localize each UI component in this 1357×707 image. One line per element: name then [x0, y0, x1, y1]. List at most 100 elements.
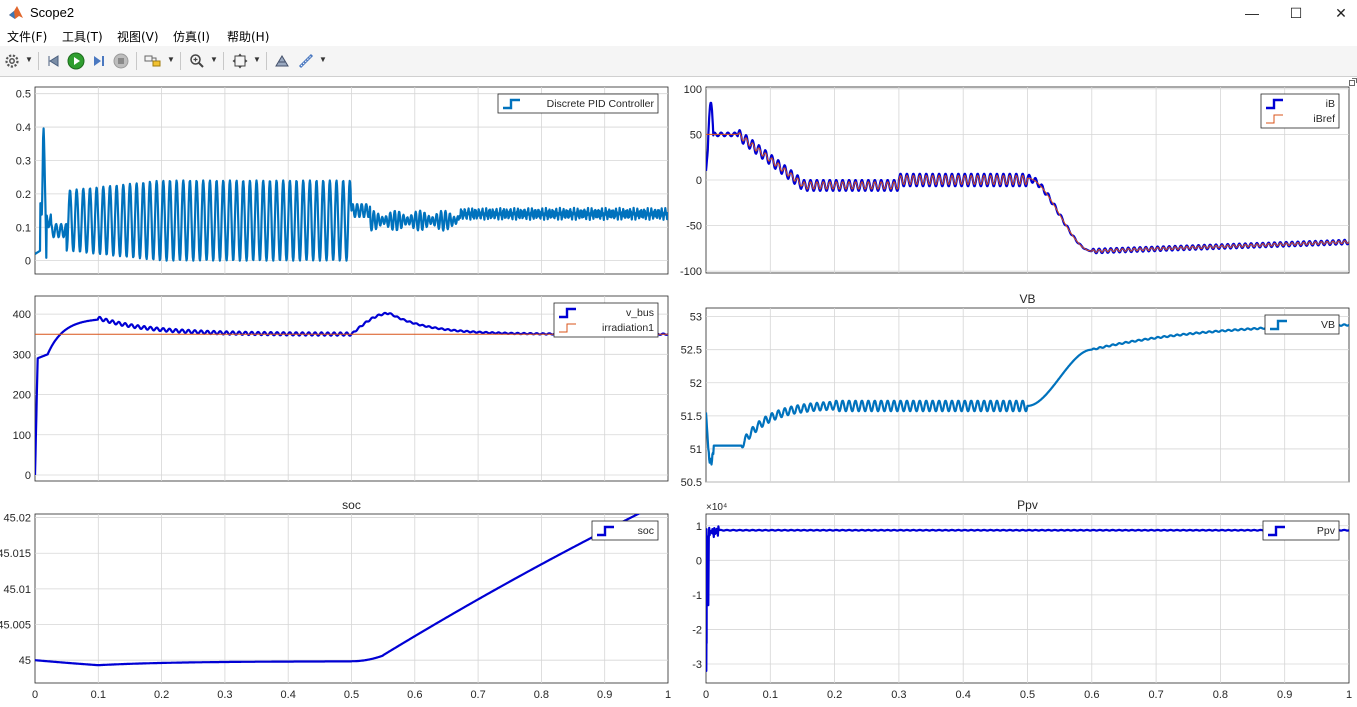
y-tick-label: 200: [13, 390, 31, 402]
x-tick-label: 0: [32, 689, 38, 701]
y-tick-label: -50: [686, 221, 702, 233]
legend-box: [497, 93, 659, 114]
measure-button[interactable]: [296, 51, 316, 71]
legend-box: [1264, 314, 1340, 335]
plot-vb: 53 52.5 52 51.5 51 50.5 VB VB: [681, 292, 1350, 489]
y-tick-label: 300: [13, 349, 31, 361]
settings-dropdown-caret[interactable]: ▼: [25, 55, 33, 64]
x-tick-label: 1: [665, 689, 671, 701]
y-tick-label: 53: [690, 312, 702, 324]
menu-help[interactable]: 帮助(H): [227, 30, 270, 44]
scope-plot-area: 0 0.1 0.2 0.3 0.4 0.5 Discrete PID Controller 1…: [0, 77, 1357, 704]
x-tick-label: 0.1: [91, 689, 106, 701]
undock-icon[interactable]: [1349, 78, 1357, 86]
stop-icon: [113, 53, 129, 69]
zoom-button[interactable]: [187, 51, 207, 71]
maximize-icon: ☐: [1289, 4, 1303, 21]
y-tick-label: -1: [692, 590, 702, 602]
close-icon: ✕: [1335, 4, 1347, 21]
y-tick-label: 0.4: [16, 122, 31, 134]
legend-entry-label: irradiation1: [602, 322, 654, 334]
legend-swatch: [1266, 98, 1283, 110]
menu-simulation[interactable]: 仿真(I): [173, 30, 210, 44]
legend-swatch: [597, 525, 614, 537]
plot-title: VB: [1019, 292, 1035, 306]
zoom-dropdown-caret[interactable]: ▼: [210, 55, 218, 64]
menu-file[interactable]: 文件(F): [7, 30, 48, 44]
x-tick-label: 0.8: [534, 689, 549, 701]
minimize-icon: —: [1245, 5, 1259, 21]
y-tick-label: 50: [690, 129, 702, 141]
maximize-button[interactable]: ☐: [1273, 0, 1319, 26]
step-forward-button[interactable]: [89, 51, 109, 71]
y-tick-label: 0: [696, 555, 702, 567]
x-tick-label: 0.4: [956, 689, 971, 701]
close-button[interactable]: ✕: [1318, 0, 1357, 26]
y-tick-label: 52.5: [681, 345, 702, 357]
stop-button[interactable]: [111, 51, 131, 71]
legend-entry-label: Ppv: [1317, 525, 1336, 537]
measure-icon: [298, 53, 314, 69]
series-line-vb: [706, 323, 1349, 466]
x-tick-label: 1: [1346, 689, 1352, 701]
toolbar-separator: [38, 52, 39, 70]
autoscale-dropdown-caret[interactable]: ▼: [253, 55, 261, 64]
menu-tools[interactable]: 工具(T): [62, 30, 103, 44]
y-tick-label: 52: [690, 378, 702, 390]
legend-entry-label: iB: [1326, 98, 1335, 110]
autoscale-button[interactable]: [230, 51, 250, 71]
y-tick-label: 100: [13, 430, 31, 442]
restore-config-icon: [48, 55, 59, 67]
legend: soc: [591, 520, 659, 541]
measure-dropdown-caret[interactable]: ▼: [319, 55, 327, 64]
legend: iB iBref: [1260, 93, 1340, 129]
restore-config-button[interactable]: [44, 51, 64, 71]
y-tick-label: 100: [684, 84, 702, 96]
highlight-dropdown-caret[interactable]: ▼: [167, 55, 175, 64]
x-tick-label: 0.4: [281, 689, 296, 701]
x-tick-label: 0.7: [1148, 689, 1163, 701]
y-tick-label: 0.1: [16, 222, 31, 234]
toolbar: ▼ ▼: [0, 46, 1357, 77]
title-bar: Scope2 — ☐ ✕: [0, 0, 1357, 26]
legend-swatch: [559, 323, 576, 333]
x-tick-label: 0: [703, 689, 709, 701]
legend-entry-label: iBref: [1313, 113, 1335, 125]
legend-swatch: [1266, 114, 1283, 124]
style-button[interactable]: [272, 51, 292, 71]
y-tick-label: 400: [13, 309, 31, 321]
x-tick-label: 0.6: [407, 689, 422, 701]
legend-entry-label: VB: [1321, 319, 1335, 331]
x-tick-label: 0.7: [470, 689, 485, 701]
x-tick-label: 0.2: [154, 689, 169, 701]
minimize-button[interactable]: —: [1229, 0, 1275, 26]
y-tick-label: 0.3: [16, 155, 31, 167]
legend: VB: [1264, 314, 1340, 335]
y-tick-label: -100: [680, 266, 702, 278]
settings-icon: [5, 54, 19, 68]
toolbar-separator: [223, 52, 224, 70]
highlight-block-button[interactable]: [143, 51, 163, 71]
menu-bar: 文件(F) 工具(T) 视图(V) 仿真(I) 帮助(H): [0, 26, 1357, 46]
highlight-block-icon: [144, 55, 161, 67]
y-tick-label: 51.5: [681, 411, 702, 423]
x-tick-label: 0.3: [891, 689, 906, 701]
step-forward-icon: [94, 56, 104, 66]
zoom-icon: [190, 54, 204, 68]
menu-view[interactable]: 视图(V): [117, 30, 159, 44]
y-tick-label: 45.01: [3, 584, 31, 596]
y-tick-label: 45: [19, 655, 31, 667]
scope-plots: 0 0.1 0.2 0.3 0.4 0.5 Discrete PID Controller 1…: [0, 84, 1352, 701]
legend-box: [1262, 520, 1340, 541]
legend-swatch: [1270, 319, 1287, 331]
y-tick-label: 45.02: [3, 513, 31, 525]
plot-ib: 100 50 0 -50 -100 iB iBref: [680, 84, 1350, 278]
toolbar-separator: [180, 52, 181, 70]
settings-button[interactable]: [2, 51, 22, 71]
x-tick-label: 0.5: [1020, 689, 1035, 701]
style-icon: [275, 55, 289, 67]
run-button[interactable]: [66, 51, 86, 71]
window-title: Scope2: [30, 5, 75, 20]
y-tick-label: 0.5: [16, 89, 31, 101]
series-line-soc: [35, 514, 641, 667]
